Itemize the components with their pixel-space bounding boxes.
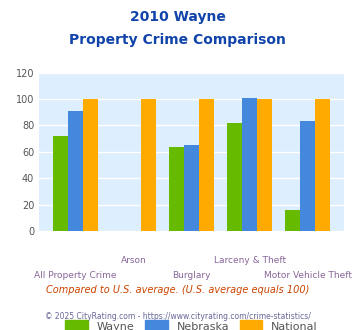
- Legend: Wayne, Nebraska, National: Wayne, Nebraska, National: [61, 316, 322, 330]
- Bar: [315, 99, 331, 231]
- Bar: [285, 210, 300, 231]
- Text: Burglary: Burglary: [173, 271, 211, 280]
- Bar: [242, 98, 257, 231]
- Bar: [257, 99, 272, 231]
- Bar: [68, 111, 83, 231]
- Text: Compared to U.S. average. (U.S. average equals 100): Compared to U.S. average. (U.S. average …: [46, 285, 309, 295]
- Bar: [83, 99, 98, 231]
- Bar: [300, 121, 315, 231]
- Text: All Property Crime: All Property Crime: [34, 271, 117, 280]
- Bar: [141, 99, 156, 231]
- Text: Larceny & Theft: Larceny & Theft: [214, 256, 286, 265]
- Bar: [227, 123, 242, 231]
- Text: Motor Vehicle Theft: Motor Vehicle Theft: [264, 271, 352, 280]
- Text: 2010 Wayne: 2010 Wayne: [130, 10, 225, 24]
- Text: Arson: Arson: [121, 256, 147, 265]
- Bar: [184, 145, 199, 231]
- Text: © 2025 CityRating.com - https://www.cityrating.com/crime-statistics/: © 2025 CityRating.com - https://www.city…: [45, 312, 310, 321]
- Bar: [169, 147, 184, 231]
- Bar: [199, 99, 214, 231]
- Text: Property Crime Comparison: Property Crime Comparison: [69, 33, 286, 47]
- Bar: [53, 136, 68, 231]
